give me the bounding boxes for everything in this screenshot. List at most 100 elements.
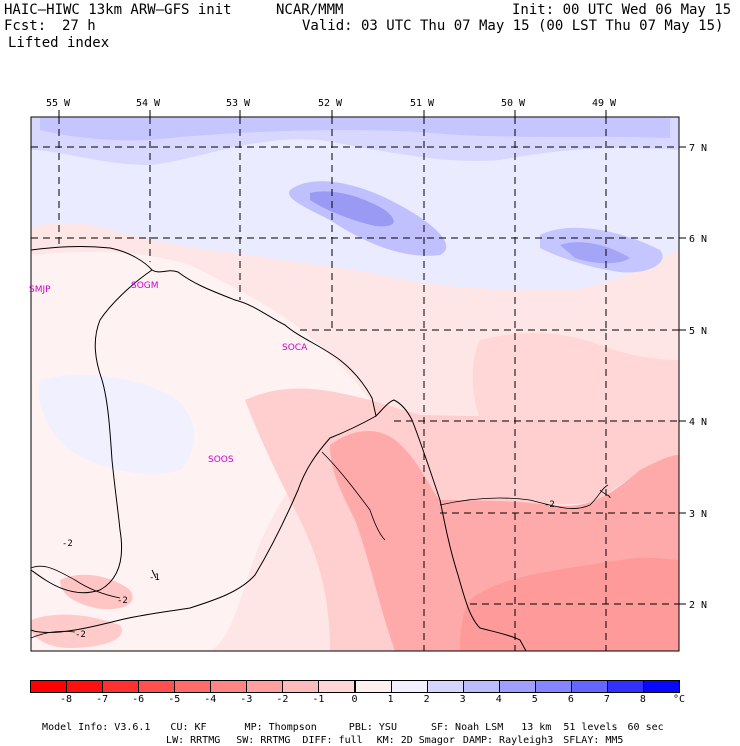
station-label: SOGM xyxy=(131,281,159,291)
colorbar-swatch xyxy=(174,680,212,693)
organization-label: NCAR/MMM xyxy=(276,2,344,18)
info-resolution: 13 km xyxy=(521,722,552,733)
colorbar-label: 2 xyxy=(423,694,430,705)
contour-line xyxy=(151,569,157,579)
lat-lon-grid xyxy=(31,117,679,651)
contour-label: -2 xyxy=(62,539,73,549)
info-sf: SF: Noah LSM xyxy=(430,722,504,733)
colorbar-swatch xyxy=(282,680,320,693)
map-frame xyxy=(30,116,680,652)
colorbar-swatch xyxy=(534,680,572,693)
colorbar-label: 1 xyxy=(387,694,394,705)
oyapock-border xyxy=(411,419,527,651)
info-sw: SW: RRTMG xyxy=(236,735,291,746)
contour-line xyxy=(439,484,611,510)
colorbar-label: -8 xyxy=(60,694,73,705)
colorbar-swatch xyxy=(570,680,608,693)
lat-label: 7 N xyxy=(689,143,707,154)
info-diff: DIFF: full xyxy=(302,735,363,746)
info-cu: CU: KF xyxy=(170,722,207,733)
forecast-label: Fcst: xyxy=(4,18,47,34)
lon-label: 51 W xyxy=(410,98,435,109)
colorbar-label: -7 xyxy=(96,694,109,705)
contour-label: -2 xyxy=(117,596,128,606)
suriname-border xyxy=(31,269,153,594)
coastline xyxy=(31,246,413,421)
model-title: HAIC–HIWC 13km ARW–GFS init xyxy=(4,2,232,18)
colorbar-label: 0 xyxy=(351,694,358,705)
pink-patch-southwest xyxy=(60,574,133,610)
colorbar-swatch xyxy=(246,680,284,693)
pink-patch-south xyxy=(31,614,122,648)
colorbar-label: 6 xyxy=(567,694,574,705)
colorbar-swatch xyxy=(102,680,140,693)
colorbar-label: 3 xyxy=(459,694,466,705)
blue-core-east xyxy=(560,242,630,264)
colorbar-swatch xyxy=(138,680,176,693)
upper-band-strong-fill xyxy=(40,118,670,141)
station-label: SOOS xyxy=(208,455,234,465)
info-mp: MP: Thompson xyxy=(244,722,317,733)
init-time: Init: 00 UTC Wed 06 May 15 xyxy=(512,2,732,18)
colorbar-swatch xyxy=(66,680,104,693)
colorbar-label: 5 xyxy=(531,694,538,705)
colorbar-label: -2 xyxy=(276,694,289,705)
colorbar-unit: °C xyxy=(672,694,686,705)
info-damp: DAMP: Rayleigh3 xyxy=(462,735,554,746)
info-pbl: PBL: YSU xyxy=(348,722,397,733)
colorbar-label: 4 xyxy=(495,694,502,705)
lat-label: 2 N xyxy=(689,600,707,611)
valid-time: Valid: 03 UTC Thu 07 May 15 (00 LST Thu … xyxy=(302,18,724,34)
contour-line xyxy=(321,451,386,541)
colorbar-swatch xyxy=(606,680,644,693)
info-km: KM: 2D Smagor xyxy=(376,735,455,746)
field-name: Lifted index xyxy=(8,35,110,51)
contour-line xyxy=(31,565,121,599)
colorbar-swatch xyxy=(426,680,464,693)
info-version: Model Info: V3.6.1 xyxy=(42,722,151,733)
lat-label: 6 N xyxy=(689,234,707,245)
colorbar-label: -3 xyxy=(240,694,253,705)
info-timestep: 60 sec xyxy=(627,722,664,733)
colorbar-swatch xyxy=(210,680,248,693)
model-info-line-1: Model Info: V3.6.1 CU: KF MP: Thompson PBL:… xyxy=(30,711,664,733)
lat-label: 3 N xyxy=(689,509,707,520)
colorbar-swatch xyxy=(390,680,428,693)
lon-label: 53 W xyxy=(226,98,251,109)
colorbar-swatch xyxy=(498,680,536,693)
colorbar-swatch xyxy=(462,680,500,693)
lat-label: 4 N xyxy=(689,417,707,428)
colorbar-swatch xyxy=(30,680,68,693)
info-sflay: SFLAY: MM5 xyxy=(563,735,624,746)
model-info-line-2: LW: RRTMG SW: RRTMG DIFF: full KM: 2D Smago… xyxy=(154,724,623,746)
colorbar-label: -1 xyxy=(312,694,325,705)
colorbar-swatch xyxy=(642,680,680,693)
french-guiana-border xyxy=(31,415,377,633)
lon-label: 49 W xyxy=(592,98,617,109)
info-lw: LW: RRTMG xyxy=(166,735,221,746)
blue-core-west xyxy=(310,191,394,227)
colorbar-swatch xyxy=(318,680,356,693)
colorbar-swatch xyxy=(354,680,392,693)
contour-line xyxy=(31,630,76,639)
colorbar-label: 8 xyxy=(639,694,646,705)
contour-label: -1 xyxy=(149,573,160,583)
colorbar-label: -4 xyxy=(204,694,217,705)
axis-ticks xyxy=(58,110,686,605)
colorbar-label: -5 xyxy=(168,694,181,705)
contour-label: -2 xyxy=(544,500,555,510)
info-levels: 51 levels xyxy=(563,722,618,733)
contour-label: -2 xyxy=(75,630,86,640)
pink-zone-northeast xyxy=(472,333,679,420)
station-label: SOCA xyxy=(282,343,308,353)
lat-label: 5 N xyxy=(689,326,707,337)
lon-label: 54 W xyxy=(136,98,161,109)
colorbar-label: -6 xyxy=(132,694,145,705)
lon-label: 52 W xyxy=(318,98,343,109)
station-label: SMJP xyxy=(29,285,51,295)
pale-blue-patch xyxy=(38,375,194,474)
lon-label: 55 W xyxy=(46,98,71,109)
lon-label: 50 W xyxy=(501,98,526,109)
land-fill xyxy=(31,252,380,651)
